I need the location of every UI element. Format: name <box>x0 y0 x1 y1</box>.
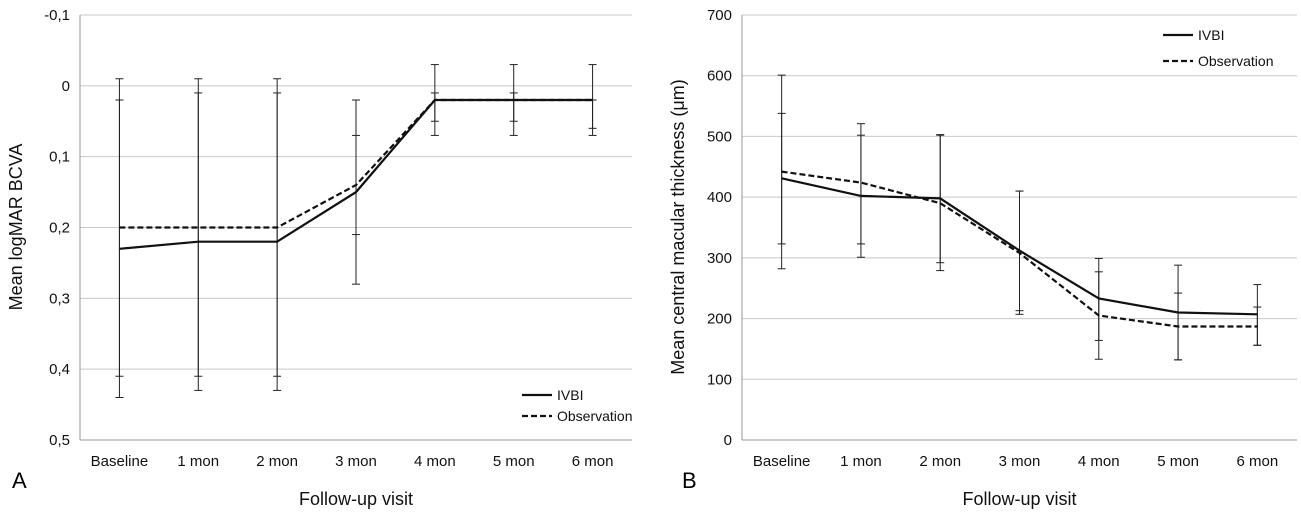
x-tick-label: 4 mon <box>414 453 456 470</box>
x-tick-label: 1 mon <box>840 453 882 470</box>
x-tick-label: 2 mon <box>919 453 961 470</box>
chart-panel-A: -0,1 0 0,1 0,2 0,3 0,4 0,5 Baseline 1 mon 2 mon 3 … <box>6 7 632 509</box>
y-tick-label: 0,4 <box>49 361 70 378</box>
x-tick-label: 6 mon <box>572 453 614 470</box>
y-axis-title: Mean logMAR BCVA <box>6 144 26 311</box>
legend-label: Observation <box>557 408 632 424</box>
y-tick-label: -0,1 <box>44 7 70 24</box>
y-tick-label: 0,5 <box>49 432 70 449</box>
y-tick-label: 100 <box>707 371 732 388</box>
y-tick-label: 500 <box>707 128 732 145</box>
y-axis-title: Mean central macular thickness (μm) <box>668 79 688 374</box>
legend-label: IVBI <box>1198 27 1224 43</box>
x-tick-label: 1 mon <box>177 453 219 470</box>
series-line-observation <box>781 170 1258 328</box>
x-tick-label: 5 mon <box>1157 453 1199 470</box>
x-tick-label: 2 mon <box>256 453 298 470</box>
y-tick-label: 0 <box>62 78 70 95</box>
series-line-observation <box>119 98 593 229</box>
x-tick-label: 3 mon <box>999 453 1041 470</box>
y-tick-label: 600 <box>707 68 732 85</box>
chart-panel-B: 0 100 200 300 400 500 600 700 Baseline 1 mon 2 mon… <box>668 7 1297 509</box>
x-axis-title: Follow-up visit <box>962 489 1076 509</box>
x-tick-label: 6 mon <box>1237 453 1279 470</box>
legend-label: IVBI <box>557 387 583 403</box>
y-tick-label: 0,3 <box>49 290 70 307</box>
y-tick-label: 0 <box>724 432 732 449</box>
x-tick-label: 5 mon <box>493 453 535 470</box>
x-axis-title: Follow-up visit <box>299 489 413 509</box>
y-tick-label: 400 <box>707 189 732 206</box>
y-tick-label: 700 <box>707 7 732 24</box>
series-line-ivbi <box>781 177 1258 316</box>
y-tick-label: 200 <box>707 311 732 328</box>
panel-letter: B <box>682 468 697 493</box>
y-tick-label: 0,1 <box>49 149 70 166</box>
x-tick-label: 4 mon <box>1078 453 1120 470</box>
panel-letter: A <box>12 468 27 493</box>
x-tick-label: 3 mon <box>335 453 377 470</box>
x-tick-label: Baseline <box>91 453 149 470</box>
legend-label: Observation <box>1198 53 1273 69</box>
y-tick-label: 300 <box>707 250 732 267</box>
y-tick-label: 0,2 <box>49 220 70 237</box>
x-tick-label: Baseline <box>753 453 811 470</box>
